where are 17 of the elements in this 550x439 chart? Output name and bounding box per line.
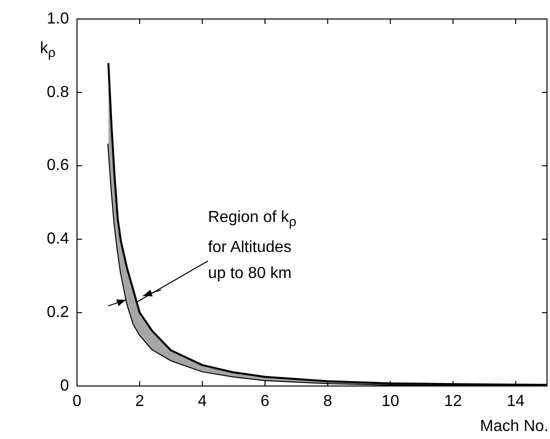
- x-tick-label: 0: [72, 393, 82, 410]
- annotation: Region of k$_{ρ}$ for Altitudes up to 80 km: [208, 208, 296, 284]
- x-tick-label: 10: [381, 393, 400, 410]
- y-tick-label: 0.6: [46, 157, 70, 174]
- x-tick-label: 2: [135, 393, 144, 410]
- x-tick-label: 6: [260, 393, 270, 410]
- x-tick-label: 12: [444, 393, 462, 410]
- y-axis-title: k$_{ρ}$: [40, 40, 56, 60]
- y-tick-label: 0.8: [46, 84, 70, 101]
- x-tick-label: 14: [506, 393, 525, 410]
- x-tick-label: 8: [323, 393, 332, 410]
- y-tick-label: 0: [60, 377, 70, 394]
- y-tick-label: 1.0: [46, 10, 70, 28]
- x-axis-title: Mach No.: [480, 418, 548, 435]
- y-tick-label: 0.4: [46, 230, 70, 248]
- x-tick-label: 4: [198, 393, 207, 410]
- y-tick-label: 0.2: [46, 304, 70, 322]
